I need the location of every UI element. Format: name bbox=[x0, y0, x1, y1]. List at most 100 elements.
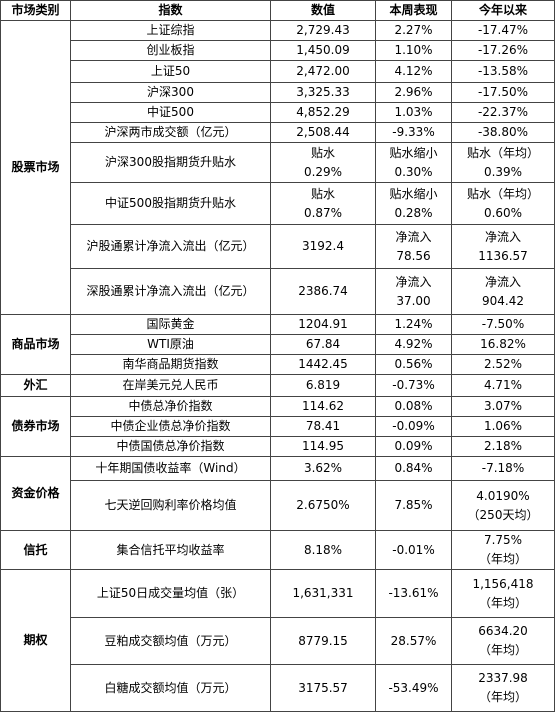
table-row: 中证500 4,852.29 1.03% -22.37% bbox=[1, 102, 555, 123]
ytd-change: 4.0190% （250天均） bbox=[451, 480, 555, 531]
value: 2,729.43 bbox=[270, 20, 376, 41]
index-name: 中债总净价指数 bbox=[70, 396, 271, 417]
weekly-change: 1.10% bbox=[375, 40, 452, 61]
index-name: 上证50 bbox=[70, 60, 271, 83]
category-cell: 外汇 bbox=[0, 374, 71, 397]
table-row: 沪深两市成交额（亿元） 2,508.44 -9.33% -38.80% bbox=[1, 122, 555, 143]
weekly-change: -53.49% bbox=[375, 664, 452, 712]
weekly-change: -0.01% bbox=[375, 530, 452, 570]
index-name: 七天逆回购利率价格均值 bbox=[70, 480, 271, 531]
table-row: 沪深300 3,325.33 2.96% -17.50% bbox=[1, 82, 555, 103]
value: 2386.74 bbox=[270, 268, 376, 315]
header-cell: 数值 bbox=[270, 0, 376, 21]
weekly-change: 0.08% bbox=[375, 396, 452, 417]
weekly-change: 贴水缩小 0.28% bbox=[375, 182, 452, 225]
ytd-change: 6634.20 （年均） bbox=[451, 617, 555, 665]
value: 114.95 bbox=[270, 436, 376, 457]
category-cell: 债券市场 bbox=[0, 396, 71, 457]
index-name: 国际黄金 bbox=[70, 314, 271, 335]
value: 8.18% bbox=[270, 530, 376, 570]
ytd-change: -7.18% bbox=[451, 456, 555, 481]
value: 贴水 0.29% bbox=[270, 142, 376, 183]
table-row: 中债国债总净价指数 114.95 0.09% 2.18% bbox=[1, 436, 555, 457]
table-row: 沪深300股指期货升贴水 贴水 0.29% 贴水缩小 0.30% 贴水（年均） 0.3… bbox=[1, 142, 555, 183]
index-name: 上证综指 bbox=[70, 20, 271, 41]
value: 78.41 bbox=[270, 416, 376, 437]
ytd-change: -38.80% bbox=[451, 122, 555, 143]
index-name: 中债企业债总净价指数 bbox=[70, 416, 271, 437]
table-row: 外汇 在岸美元兑人民币 6.819 -0.73% 4.71% bbox=[0, 374, 555, 397]
table-row: 创业板指 1,450.09 1.10% -17.26% bbox=[1, 40, 555, 61]
value: 1,450.09 bbox=[270, 40, 376, 61]
ytd-change: 3.07% bbox=[451, 396, 555, 417]
category-cell: 股票市场 bbox=[0, 20, 71, 315]
value: 3192.4 bbox=[270, 224, 376, 269]
index-name: 沪深两市成交额（亿元） bbox=[70, 122, 271, 143]
table-row: 信托 集合信托平均收益率 8.18% -0.01% 7.75% （年均） bbox=[0, 530, 555, 570]
value: 2,508.44 bbox=[270, 122, 376, 143]
ytd-change: 1.06% bbox=[451, 416, 555, 437]
table-row: 股票市场 上证综指 2,729.43 2.27% -17.47% bbox=[0, 20, 555, 315]
header-cell: 本周表现 bbox=[375, 0, 452, 21]
value: 3175.57 bbox=[270, 664, 376, 712]
category-cell: 信托 bbox=[0, 530, 71, 570]
weekly-change: 0.84% bbox=[375, 456, 452, 481]
ytd-change: 2337.98 （年均） bbox=[451, 664, 555, 712]
weekly-change: 净流入 37.00 bbox=[375, 268, 452, 315]
weekly-change: 4.12% bbox=[375, 60, 452, 83]
weekly-change: 0.09% bbox=[375, 436, 452, 457]
ytd-change: 净流入 1136.57 bbox=[451, 224, 555, 269]
index-name: 中债国债总净价指数 bbox=[70, 436, 271, 457]
weekly-change: 28.57% bbox=[375, 617, 452, 665]
header-cell: 今年以来 bbox=[451, 0, 555, 21]
index-name: 沪深300 bbox=[70, 82, 271, 103]
table-row: 商品市场 国际黄金 1204.91 1.24% -7.50% bbox=[0, 314, 555, 375]
value: 8779.15 bbox=[270, 617, 376, 665]
value: 1,631,331 bbox=[270, 569, 376, 618]
table-row: 深股通累计净流入流出（亿元） 2386.74 净流入 37.00 净流入 904.42 bbox=[1, 268, 555, 315]
index-name: 十年期国债收益率（Wind） bbox=[70, 456, 271, 481]
header-row: 市场类别 指数 数值 本周表现 今年以来 bbox=[0, 0, 555, 21]
category-cell: 资金价格 bbox=[0, 456, 71, 531]
ytd-change: 4.71% bbox=[451, 374, 555, 397]
value: 6.819 bbox=[270, 374, 376, 397]
ytd-change: -17.50% bbox=[451, 82, 555, 103]
index-name: 在岸美元兑人民币 bbox=[70, 374, 271, 397]
weekly-change: 净流入 78.56 bbox=[375, 224, 452, 269]
weekly-change: 贴水缩小 0.30% bbox=[375, 142, 452, 183]
ytd-change: 贴水（年均） 0.60% bbox=[451, 182, 555, 225]
index-name: 中证500股指期货升贴水 bbox=[70, 182, 271, 225]
table-row: 期权 上证50日成交量均值（张） 1,631,331 -13.61% 1,156,418… bbox=[0, 569, 555, 712]
table-row: 白糖成交额均值（万元） 3175.57 -53.49% 2337.98 （年均） bbox=[1, 664, 555, 712]
ytd-change: -22.37% bbox=[451, 102, 555, 123]
value: 4,852.29 bbox=[270, 102, 376, 123]
header-cell: 市场类别 bbox=[0, 0, 71, 21]
table-row: 七天逆回购利率价格均值 2.6750% 7.85% 4.0190% （250天均） bbox=[1, 480, 555, 531]
weekly-change: 4.92% bbox=[375, 334, 452, 355]
category-cell: 期权 bbox=[0, 569, 71, 712]
value: 1442.45 bbox=[270, 354, 376, 375]
ytd-change: -7.50% bbox=[451, 314, 555, 335]
table-row: 中债企业债总净价指数 78.41 -0.09% 1.06% bbox=[1, 416, 555, 437]
weekly-change: -9.33% bbox=[375, 122, 452, 143]
table-row: 豆粕成交额均值（万元） 8779.15 28.57% 6634.20 （年均） bbox=[1, 617, 555, 665]
table-row: 债券市场 中债总净价指数 114.62 0.08% 3.07% bbox=[0, 396, 555, 457]
weekly-change: 2.27% bbox=[375, 20, 452, 41]
table-row: 南华商品期货指数 1442.45 0.56% 2.52% bbox=[1, 354, 555, 375]
index-name: 集合信托平均收益率 bbox=[70, 530, 271, 570]
ytd-change: 2.52% bbox=[451, 354, 555, 375]
index-name: 深股通累计净流入流出（亿元） bbox=[70, 268, 271, 315]
header-cell: 指数 bbox=[70, 0, 271, 21]
value: 67.84 bbox=[270, 334, 376, 355]
value: 1204.91 bbox=[270, 314, 376, 335]
weekly-change: -0.09% bbox=[375, 416, 452, 437]
table-row: 沪股通累计净流入流出（亿元） 3192.4 净流入 78.56 净流入 1136.57 bbox=[1, 224, 555, 269]
ytd-change: 7.75% （年均） bbox=[451, 530, 555, 570]
weekly-change: -13.61% bbox=[375, 569, 452, 618]
value: 3,325.33 bbox=[270, 82, 376, 103]
table-row: 中证500股指期货升贴水 贴水 0.87% 贴水缩小 0.28% 贴水（年均） 0.6… bbox=[1, 182, 555, 225]
index-name: 南华商品期货指数 bbox=[70, 354, 271, 375]
value: 114.62 bbox=[270, 396, 376, 417]
